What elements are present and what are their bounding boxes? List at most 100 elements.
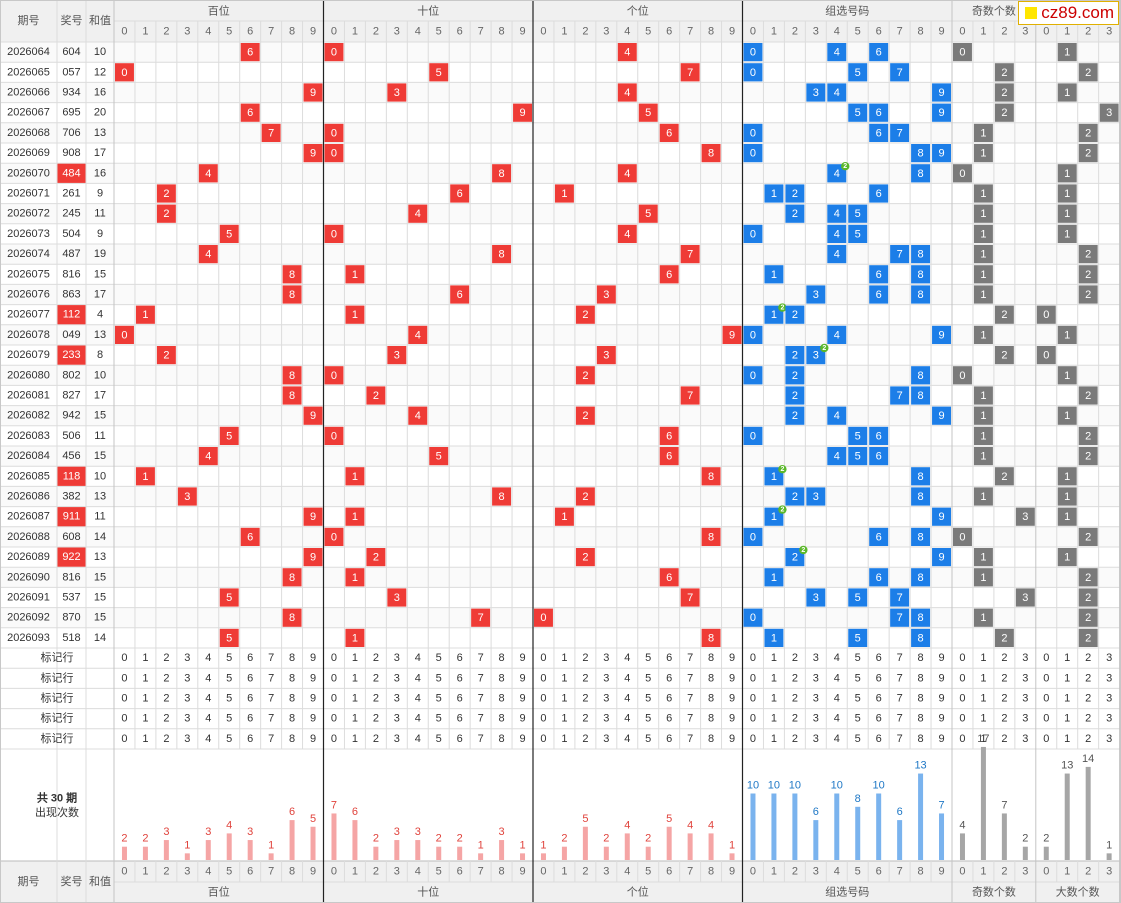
marker-cell[interactable]: 2 bbox=[163, 733, 169, 745]
marker-cell[interactable]: 6 bbox=[876, 713, 882, 725]
marker-cell[interactable]: 9 bbox=[938, 713, 944, 725]
marker-cell[interactable]: 1 bbox=[771, 672, 777, 684]
marker-cell[interactable]: 7 bbox=[478, 733, 484, 745]
marker-cell[interactable]: 0 bbox=[959, 693, 965, 705]
marker-cell[interactable]: 4 bbox=[205, 733, 211, 745]
marker-cell[interactable]: 3 bbox=[603, 652, 609, 664]
marker-cell[interactable]: 1 bbox=[980, 652, 986, 664]
marker-cell[interactable]: 2 bbox=[1001, 733, 1007, 745]
marker-cell[interactable]: 1 bbox=[1064, 693, 1070, 705]
marker-cell[interactable]: 5 bbox=[645, 693, 651, 705]
marker-cell[interactable]: 7 bbox=[897, 713, 903, 725]
marker-cell[interactable]: 5 bbox=[855, 733, 861, 745]
marker-cell[interactable]: 0 bbox=[540, 693, 546, 705]
marker-cell[interactable]: 1 bbox=[980, 672, 986, 684]
marker-cell[interactable]: 0 bbox=[540, 713, 546, 725]
marker-cell[interactable]: 1 bbox=[561, 693, 567, 705]
marker-cell[interactable]: 4 bbox=[415, 652, 421, 664]
marker-cell[interactable]: 5 bbox=[645, 672, 651, 684]
marker-cell[interactable]: 8 bbox=[708, 693, 714, 705]
marker-cell[interactable]: 5 bbox=[645, 733, 651, 745]
marker-cell[interactable]: 7 bbox=[687, 733, 693, 745]
marker-cell[interactable]: 9 bbox=[729, 693, 735, 705]
marker-cell[interactable]: 3 bbox=[813, 693, 819, 705]
marker-cell[interactable]: 3 bbox=[184, 713, 190, 725]
marker-cell[interactable]: 4 bbox=[415, 672, 421, 684]
marker-cell[interactable]: 0 bbox=[121, 733, 127, 745]
marker-cell[interactable]: 7 bbox=[897, 733, 903, 745]
marker-cell[interactable]: 2 bbox=[1001, 713, 1007, 725]
marker-cell[interactable]: 6 bbox=[666, 733, 672, 745]
marker-cell[interactable]: 4 bbox=[415, 733, 421, 745]
marker-cell[interactable]: 0 bbox=[1043, 713, 1049, 725]
marker-cell[interactable]: 2 bbox=[792, 713, 798, 725]
marker-cell[interactable]: 2 bbox=[1001, 672, 1007, 684]
marker-cell[interactable]: 3 bbox=[1022, 693, 1028, 705]
marker-cell[interactable]: 6 bbox=[876, 652, 882, 664]
marker-cell[interactable]: 6 bbox=[247, 672, 253, 684]
marker-cell[interactable]: 8 bbox=[499, 733, 505, 745]
marker-cell[interactable]: 3 bbox=[1022, 672, 1028, 684]
marker-cell[interactable]: 4 bbox=[834, 652, 840, 664]
marker-cell[interactable]: 6 bbox=[666, 713, 672, 725]
marker-cell[interactable]: 7 bbox=[897, 693, 903, 705]
marker-cell[interactable]: 0 bbox=[540, 672, 546, 684]
marker-cell[interactable]: 3 bbox=[813, 713, 819, 725]
marker-cell[interactable]: 0 bbox=[1043, 733, 1049, 745]
marker-cell[interactable]: 2 bbox=[582, 652, 588, 664]
marker-cell[interactable]: 0 bbox=[750, 672, 756, 684]
marker-cell[interactable]: 3 bbox=[394, 733, 400, 745]
marker-cell[interactable]: 0 bbox=[750, 652, 756, 664]
marker-cell[interactable]: 2 bbox=[1085, 672, 1091, 684]
marker-cell[interactable]: 0 bbox=[540, 652, 546, 664]
marker-cell[interactable]: 1 bbox=[1064, 733, 1070, 745]
marker-cell[interactable]: 7 bbox=[687, 693, 693, 705]
marker-cell[interactable]: 7 bbox=[687, 713, 693, 725]
marker-cell[interactable]: 9 bbox=[310, 713, 316, 725]
marker-cell[interactable]: 7 bbox=[268, 693, 274, 705]
marker-cell[interactable]: 5 bbox=[226, 693, 232, 705]
marker-cell[interactable]: 3 bbox=[603, 713, 609, 725]
marker-cell[interactable]: 0 bbox=[331, 672, 337, 684]
marker-cell[interactable]: 3 bbox=[603, 672, 609, 684]
marker-cell[interactable]: 4 bbox=[624, 693, 630, 705]
marker-cell[interactable]: 7 bbox=[268, 733, 274, 745]
marker-cell[interactable]: 4 bbox=[834, 733, 840, 745]
marker-cell[interactable]: 7 bbox=[897, 652, 903, 664]
marker-cell[interactable]: 1 bbox=[561, 652, 567, 664]
marker-cell[interactable]: 3 bbox=[394, 693, 400, 705]
marker-cell[interactable]: 8 bbox=[918, 672, 924, 684]
marker-cell[interactable]: 0 bbox=[750, 733, 756, 745]
marker-cell[interactable]: 0 bbox=[331, 733, 337, 745]
marker-cell[interactable]: 1 bbox=[352, 693, 358, 705]
marker-cell[interactable]: 6 bbox=[247, 693, 253, 705]
marker-cell[interactable]: 8 bbox=[289, 733, 295, 745]
marker-cell[interactable]: 2 bbox=[373, 733, 379, 745]
marker-cell[interactable]: 6 bbox=[457, 652, 463, 664]
marker-cell[interactable]: 3 bbox=[394, 672, 400, 684]
marker-cell[interactable]: 2 bbox=[1085, 693, 1091, 705]
marker-cell[interactable]: 1 bbox=[142, 672, 148, 684]
marker-cell[interactable]: 2 bbox=[582, 713, 588, 725]
marker-cell[interactable]: 1 bbox=[1064, 713, 1070, 725]
marker-cell[interactable]: 7 bbox=[897, 672, 903, 684]
marker-cell[interactable]: 2 bbox=[792, 693, 798, 705]
marker-cell[interactable]: 1 bbox=[142, 693, 148, 705]
marker-cell[interactable]: 8 bbox=[499, 672, 505, 684]
marker-cell[interactable]: 9 bbox=[938, 693, 944, 705]
marker-cell[interactable]: 6 bbox=[457, 713, 463, 725]
marker-cell[interactable]: 8 bbox=[918, 693, 924, 705]
marker-cell[interactable]: 0 bbox=[750, 693, 756, 705]
marker-cell[interactable]: 9 bbox=[729, 652, 735, 664]
marker-cell[interactable]: 0 bbox=[540, 733, 546, 745]
marker-cell[interactable]: 5 bbox=[226, 713, 232, 725]
marker-cell[interactable]: 3 bbox=[184, 733, 190, 745]
marker-cell[interactable]: 9 bbox=[310, 693, 316, 705]
marker-cell[interactable]: 4 bbox=[834, 693, 840, 705]
marker-cell[interactable]: 8 bbox=[918, 733, 924, 745]
marker-cell[interactable]: 6 bbox=[457, 693, 463, 705]
marker-cell[interactable]: 0 bbox=[959, 672, 965, 684]
marker-cell[interactable]: 3 bbox=[1106, 652, 1112, 664]
marker-cell[interactable]: 2 bbox=[1001, 652, 1007, 664]
marker-cell[interactable]: 1 bbox=[1064, 672, 1070, 684]
